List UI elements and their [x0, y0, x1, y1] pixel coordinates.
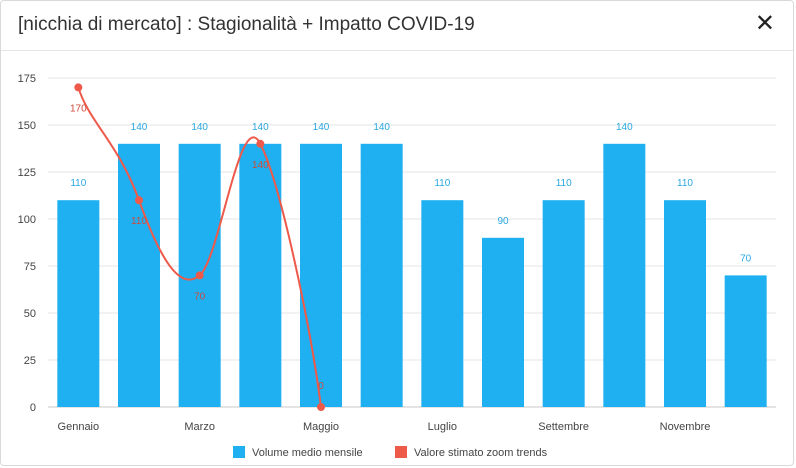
dialog-header: [nicchia di mercato] : Stagionalità + Im…	[1, 1, 793, 51]
trend-point	[256, 139, 265, 148]
bar-value-label: 140	[131, 122, 148, 133]
bar-value-label: 110	[556, 178, 572, 189]
y-tick-label: 125	[18, 167, 36, 179]
trend-value-label: 70	[194, 291, 206, 302]
bar-value-label: 140	[313, 122, 330, 133]
trend-line	[77, 87, 322, 408]
bar	[542, 200, 585, 407]
trend-point	[74, 83, 83, 92]
bar	[421, 200, 464, 407]
bar	[300, 143, 342, 408]
bar	[603, 143, 646, 408]
legend-swatch-volume	[233, 446, 245, 458]
x-tick-label: Luglio	[428, 421, 457, 433]
trend-point	[317, 403, 325, 411]
close-icon[interactable]: ✕	[754, 10, 775, 37]
x-tick-label: Novembre	[660, 421, 711, 433]
trend-value-label: 140	[252, 160, 269, 171]
x-tick-label: Settembre	[538, 421, 589, 433]
x-tick-label: Maggio	[303, 421, 339, 433]
dialog-title: [nicchia di mercato] : Stagionalità + Im…	[18, 14, 475, 35]
y-tick-label: 50	[24, 308, 36, 320]
bar	[239, 143, 282, 408]
bar	[57, 200, 100, 407]
bar	[360, 143, 403, 408]
bar-value-label: 140	[616, 122, 633, 133]
trend-point	[135, 196, 143, 205]
x-tick-label: Marzo	[184, 421, 215, 433]
legend-label-volume: Volume medio mensile	[252, 447, 363, 459]
y-tick-label: 175	[18, 73, 36, 85]
bar-value-label: 140	[252, 122, 269, 133]
trend-point	[195, 271, 204, 280]
trend-value-label: 0	[318, 381, 324, 392]
y-tick-label: 75	[24, 261, 36, 273]
bar-value-label: 140	[373, 122, 390, 133]
y-tick-label: 25	[24, 355, 36, 367]
bar	[664, 200, 706, 407]
bar-value-label: 140	[191, 122, 208, 133]
y-tick-label: 0	[30, 402, 36, 414]
trend-value-label: 170	[70, 103, 87, 114]
trend-value-label: 110	[131, 216, 147, 227]
bar-value-label: 110	[434, 178, 450, 189]
bar	[118, 143, 160, 408]
y-tick-label: 100	[18, 214, 36, 226]
y-tick-label: 150	[18, 120, 36, 132]
bar	[724, 275, 767, 407]
bar-value-label: 70	[740, 253, 752, 264]
bar-value-label: 90	[497, 216, 509, 227]
bar-value-label: 110	[677, 178, 693, 189]
legend-swatch-trend	[395, 446, 407, 458]
x-tick-label: Gennaio	[58, 421, 100, 433]
legend-label-trend: Valore stimato zoom trends	[414, 447, 548, 459]
bar	[482, 237, 524, 407]
bar-value-label: 110	[70, 178, 86, 189]
